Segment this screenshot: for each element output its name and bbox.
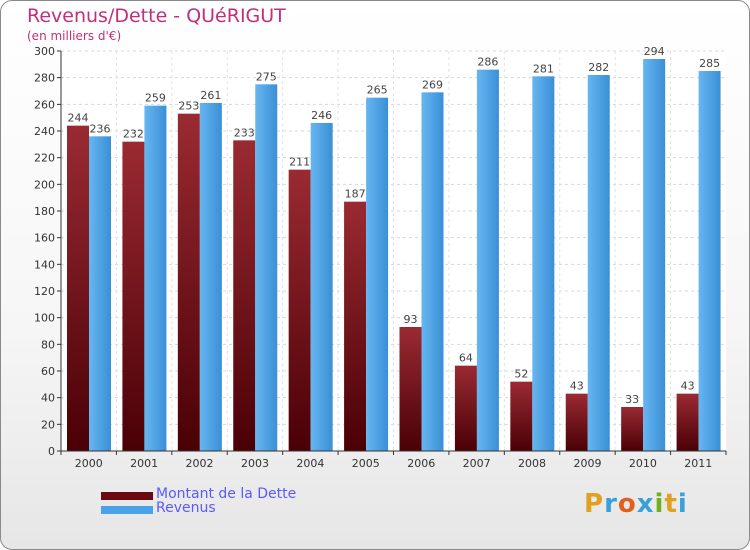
x-tick-label: 2008 (518, 457, 546, 470)
data-label-debt: 33 (625, 393, 639, 406)
y-tick-label: 140 (34, 258, 55, 271)
grid-lines (61, 50, 726, 451)
data-label-debt: 43 (681, 380, 695, 393)
data-label-revenue: 265 (367, 84, 388, 97)
bar-revenue (476, 69, 499, 452)
x-tick-label: 2002 (186, 457, 214, 470)
bar-debt (288, 169, 311, 451)
data-label-revenue: 261 (200, 89, 221, 102)
legend-swatch-debt (101, 492, 153, 500)
bar-revenue (698, 71, 721, 451)
bar-debt (177, 113, 200, 452)
data-label-debt: 211 (289, 156, 310, 169)
data-label-debt: 43 (570, 380, 584, 393)
y-tick-label: 220 (34, 152, 55, 165)
y-tick-label: 60 (41, 365, 55, 378)
y-tick-label: 200 (34, 178, 55, 191)
x-tick-label: 2003 (241, 457, 269, 470)
data-label-revenue: 259 (145, 92, 166, 105)
bar-debt (233, 140, 256, 452)
legend-label-revenue: Revenus (156, 500, 216, 516)
logo-letter: r (604, 489, 618, 519)
chart-subtitle: (en milliers d'€) (27, 29, 122, 43)
data-label-revenue: 236 (90, 122, 111, 135)
x-tick-label: 2011 (684, 457, 712, 470)
y-tick-label: 260 (34, 98, 55, 111)
bar-revenue (89, 136, 111, 452)
y-tick-label: 40 (41, 392, 55, 405)
x-tick-label: 2006 (407, 457, 435, 470)
data-label-debt: 232 (123, 128, 144, 141)
x-tick-label: 2009 (573, 457, 601, 470)
data-label-revenue: 285 (699, 57, 720, 70)
logo-letter: i (654, 489, 665, 519)
bar-debt (67, 125, 89, 452)
bar-revenue (366, 97, 389, 452)
y-tick-label: 0 (48, 445, 55, 458)
legend-swatch-revenue (101, 506, 153, 514)
bar-revenue (587, 75, 610, 451)
bar-debt (454, 365, 477, 451)
data-label-revenue: 275 (256, 70, 277, 83)
data-label-revenue: 281 (533, 62, 554, 75)
bar-revenue (310, 123, 333, 451)
bar-debt (122, 141, 145, 451)
chart-title: Revenus/Dette - QUéRIGUT (27, 5, 286, 27)
data-label-revenue: 246 (311, 109, 332, 122)
data-label-revenue: 294 (644, 45, 665, 58)
bar-revenue (255, 84, 278, 451)
y-tick-label: 160 (34, 232, 55, 245)
data-label-revenue: 286 (477, 56, 498, 69)
bar-debt (565, 393, 588, 451)
y-tick-label: 80 (41, 338, 55, 351)
data-label-debt: 64 (459, 352, 473, 365)
data-label-debt: 52 (514, 368, 528, 381)
proxiti-logo: Proxiti (584, 489, 688, 519)
logo-letter: i (677, 489, 688, 519)
legend-label-debt: Montant de la Dette (156, 486, 297, 502)
y-tick-label: 180 (34, 205, 55, 218)
y-tick-label: 100 (34, 312, 55, 325)
bar-revenue (643, 59, 666, 451)
data-label-debt: 253 (178, 100, 199, 113)
bars (67, 59, 721, 452)
bar-debt (510, 381, 533, 451)
data-label-revenue: 282 (588, 61, 609, 74)
bar-debt (676, 393, 699, 451)
bar-revenue (532, 76, 555, 451)
y-tick-label: 300 (34, 45, 55, 58)
x-tick-label: 2005 (352, 457, 380, 470)
logo-letter: t (664, 489, 678, 519)
data-label-debt: 244 (68, 112, 89, 125)
y-tick-label: 120 (34, 285, 55, 298)
x-tick-label: 2004 (296, 457, 324, 470)
logo-letter: x (636, 489, 655, 519)
x-tick-label: 2007 (463, 457, 491, 470)
x-tick-label: 2010 (629, 457, 657, 470)
data-label-debt: 93 (404, 313, 418, 326)
x-tick-label: 2001 (130, 457, 158, 470)
data-label-revenue: 269 (422, 78, 443, 91)
bar-debt (344, 201, 367, 451)
y-tick-label: 240 (34, 125, 55, 138)
axes: 0 20 40 60 80 100 120 140 160 180 200 220 240 260 280 3… (34, 45, 727, 470)
logo-letter: o (617, 489, 637, 519)
y-tick-label: 20 (41, 418, 55, 431)
bar-revenue (199, 103, 222, 451)
data-label-debt: 187 (345, 188, 366, 201)
bar-debt (399, 327, 422, 451)
bar-debt (621, 407, 644, 451)
logo-letter: P (584, 489, 605, 519)
bar-revenue (144, 105, 167, 452)
data-label-debt: 233 (234, 126, 255, 139)
y-tick-label: 280 (34, 72, 55, 85)
x-tick-label: 2000 (75, 457, 103, 470)
bar-revenue (421, 92, 444, 451)
